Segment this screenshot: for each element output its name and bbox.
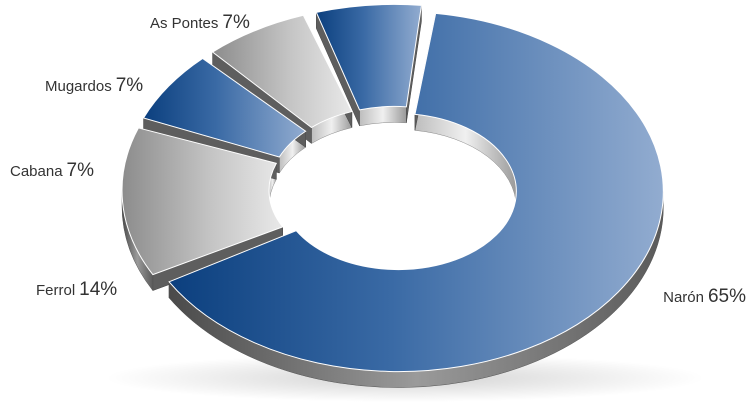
- slice-label-value: 7%: [115, 75, 144, 96]
- slice-label-name: Narón: [663, 289, 704, 306]
- slice-label-name: As Pontes: [150, 15, 219, 32]
- slice-label-naron: Narón 65%: [663, 287, 746, 306]
- slice-as-pontes: [315, 3, 423, 111]
- slice-label-name: Mugardos: [45, 78, 112, 95]
- slice-label-as-pontes: As Pontes 7%: [150, 13, 250, 32]
- slice-cabana: [142, 57, 307, 158]
- slice-label-value: 14%: [79, 279, 118, 300]
- slice-label-cabana: Cabana 7%: [10, 161, 94, 180]
- slice-label-name: Ferrol: [36, 282, 76, 299]
- slice-inner-wall-as-pontes: [359, 106, 407, 127]
- slice-ferrol: [121, 127, 284, 276]
- slice-mugardos: [211, 14, 353, 129]
- slice-label-value: 65%: [707, 286, 746, 307]
- slice-label-value: 7%: [66, 160, 95, 181]
- slices-layer: [121, 3, 664, 388]
- slice-label-ferrol: Ferrol 14%: [36, 280, 117, 299]
- slice-label-name: Cabana: [10, 163, 63, 180]
- slice-label-mugardos: Mugardos 7%: [45, 76, 143, 95]
- slice-naron: [168, 12, 664, 373]
- slice-label-value: 7%: [222, 12, 250, 33]
